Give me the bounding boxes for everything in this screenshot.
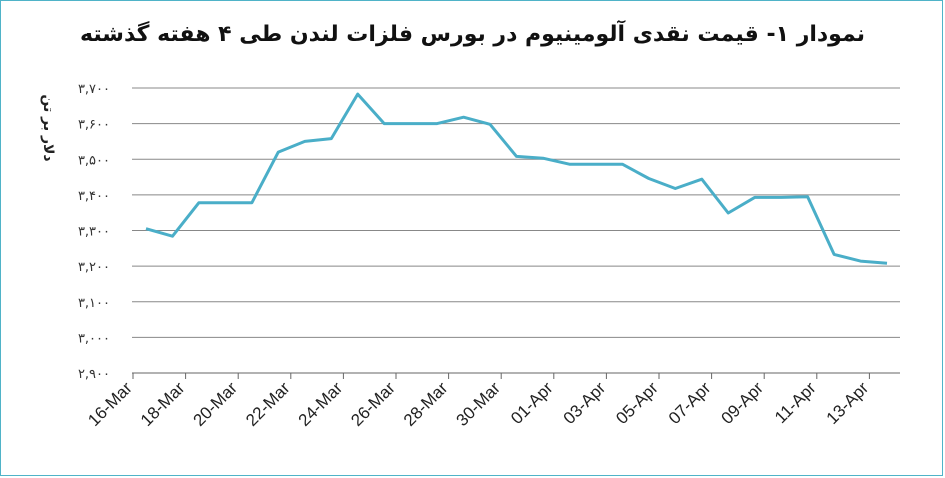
series-group [145,92,888,265]
x-tick-label: 01-Apr [507,378,557,428]
x-tick-label: 13-Apr [823,378,873,428]
y-tick-label: ۳,۴۰۰ [78,189,110,204]
chart-title: نمودار ۱- قیمت نقدی آلومینیوم در بورس فل… [79,22,865,47]
x-tick-label: 20-Mar [190,378,242,430]
x-tick-label: 24-Mar [295,378,347,430]
x-tick-labels: 16-Mar 18-Mar 20-Mar 22-Mar 24-Mar 26-Mar 28-M… [84,378,872,430]
y-tick-label: ۳,۷۰۰ [78,82,110,97]
y-tick-label: ۳,۱۰۰ [78,296,110,311]
y-tick-label: ۳,۲۰۰ [78,260,110,275]
x-tick-label: 26-Mar [347,378,399,430]
y-tick-label: ۳,۰۰۰ [78,331,110,346]
y-tick-labels: ۲,۹۰۰ ۳,۰۰۰ ۳,۱۰۰ ۳,۲۰۰ ۳,۳۰۰ ۳,۴۰۰ ۳,۵۰۰ ۳,۶۰۰… [78,82,110,382]
grid-lines [132,87,900,374]
x-tick-label: 16-Mar [84,378,136,430]
x-tick-label: 11-Apr [771,378,820,427]
x-tick-label: 30-Mar [453,378,505,430]
x-tick-label: 07-Apr [665,378,715,428]
y-tick-label: ۲,۹۰۰ [78,367,110,382]
x-tick-label: 18-Mar [137,378,189,430]
x-tick-label: 09-Apr [718,378,768,428]
y-tick-label: ۳,۳۰۰ [78,225,110,240]
x-tick-label: 28-Mar [400,378,452,430]
x-tick-label: 22-Mar [242,378,294,430]
x-tick-label: 03-Apr [560,378,610,428]
x-tick-label: 05-Apr [612,378,662,428]
y-tick-label: ۳,۵۰۰ [78,153,110,168]
axes [132,372,900,379]
series-line [145,92,888,265]
y-tick-label: ۳,۶۰۰ [78,118,110,133]
y-axis-label: دلار بر تن [40,94,56,161]
